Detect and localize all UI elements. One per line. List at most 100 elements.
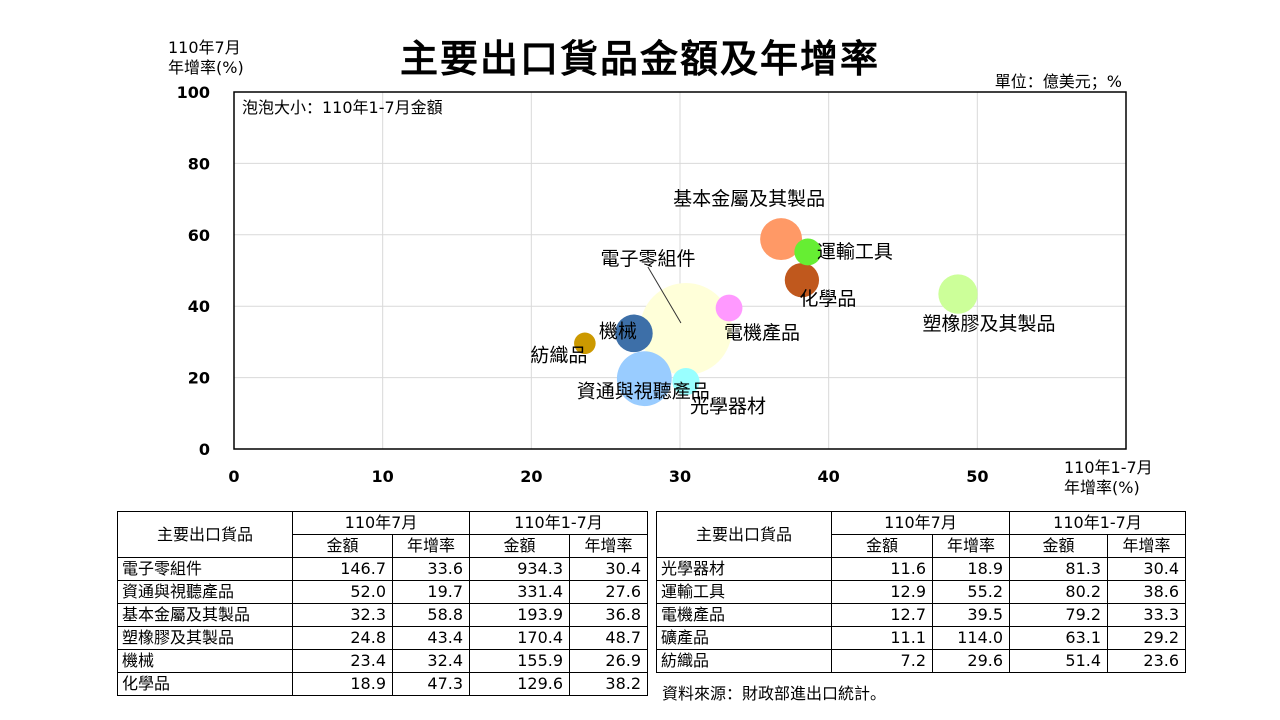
header-period-ytd: 110年1-7月 — [1009, 511, 1187, 535]
cell-value: 33.3 — [1107, 603, 1187, 627]
cell-item-name: 電機產品 — [656, 603, 832, 627]
cell-value: 36.8 — [569, 603, 649, 627]
bubble-label: 資通與視聽產品 — [577, 381, 710, 403]
table-row: 光學器材 11.6 18.9 81.3 30.4 — [656, 557, 1187, 581]
y-tick-label: 100 — [177, 83, 210, 102]
cell-value: 7.2 — [831, 649, 933, 673]
header-period-month: 110年7月 — [830, 511, 1011, 535]
source-note: 資料來源：財政部進出口統計。 — [662, 684, 887, 703]
bubble-label: 化學品 — [799, 288, 856, 310]
cell-value: 51.4 — [1009, 649, 1109, 673]
cell-value: 30.4 — [569, 557, 649, 581]
cell-value: 29.2 — [1107, 626, 1187, 650]
table-row: 電機產品 12.7 39.5 79.2 33.3 — [656, 603, 1187, 627]
cell-value: 38.6 — [1107, 580, 1187, 604]
cell-value: 19.7 — [391, 580, 471, 604]
bubble-label: 紡織品 — [530, 344, 587, 366]
bubble-label: 基本金屬及其製品 — [673, 188, 825, 210]
header-period-month: 110年7月 — [291, 511, 471, 535]
table-row: 塑橡膠及其製品 24.8 43.4 170.4 48.7 — [117, 626, 649, 650]
cell-value: 29.6 — [931, 649, 1011, 673]
cell-item-name: 資通與視聽產品 — [117, 580, 293, 604]
table-row: 礦產品 11.1 114.0 63.1 29.2 — [656, 626, 1187, 650]
bubble-label: 電子零組件 — [600, 248, 695, 270]
cell-item-name: 紡織品 — [656, 649, 832, 673]
y-tick-label: 60 — [188, 226, 210, 245]
bubble — [616, 351, 672, 407]
cell-value: 27.6 — [569, 580, 649, 604]
table-row: 化學品 18.9 47.3 129.6 38.2 — [117, 672, 649, 696]
cell-value: 30.4 — [1107, 557, 1187, 581]
header-item: 主要出口貨品 — [656, 511, 832, 558]
bubble — [574, 332, 596, 355]
cell-value: 38.2 — [569, 672, 649, 696]
chart-title: 主要出口貨品金額及年增率 — [399, 37, 880, 81]
cell-value: 32.3 — [292, 603, 393, 627]
cell-value: 52.0 — [292, 580, 393, 604]
cell-value: 24.8 — [292, 626, 393, 650]
x-tick-label: 40 — [818, 467, 840, 486]
header-amount: 金額 — [1009, 534, 1109, 558]
x-axis-label-line1: 110年1-7月 — [1064, 458, 1153, 477]
bubble — [615, 314, 653, 353]
y-tick-label: 80 — [188, 154, 210, 173]
table-row: 基本金屬及其製品 32.3 58.8 193.9 36.8 — [117, 603, 649, 627]
y-tick-label: 0 — [199, 440, 210, 459]
y-tick-label: 20 — [188, 369, 210, 388]
cell-value: 934.3 — [469, 557, 571, 581]
y-axis-label: 110年7月 年增率(%) — [168, 38, 244, 78]
cell-value: 11.6 — [831, 557, 933, 581]
plot-area-frame — [233, 91, 1127, 450]
cell-value: 43.4 — [391, 626, 471, 650]
y-axis-label-line1: 110年7月 — [168, 38, 241, 57]
x-axis-label-line2: 年增率(%) — [1064, 478, 1140, 497]
bubble-label: 電機產品 — [724, 322, 800, 344]
table-row: 運輸工具 12.9 55.2 80.2 38.6 — [656, 580, 1187, 604]
y-axis-label-line2: 年增率(%) — [168, 58, 244, 77]
cell-value: 47.3 — [391, 672, 471, 696]
cell-value: 114.0 — [931, 626, 1011, 650]
x-tick-label: 30 — [669, 467, 691, 486]
cell-value: 48.7 — [569, 626, 649, 650]
cell-value: 79.2 — [1009, 603, 1109, 627]
cell-value: 12.7 — [831, 603, 933, 627]
export-table-left: 主要出口貨品 110年7月 110年1-7月 金額 年增率 金額 年增率 電子零… — [117, 511, 649, 696]
cell-item-name: 機械 — [117, 649, 293, 673]
cell-item-name: 運輸工具 — [656, 580, 832, 604]
cell-value: 18.9 — [931, 557, 1011, 581]
cell-value: 23.6 — [1107, 649, 1187, 673]
header-growth: 年增率 — [391, 534, 471, 558]
header-amount: 金額 — [292, 534, 393, 558]
bubble — [639, 283, 732, 376]
bubble-label: 機械 — [599, 320, 637, 342]
cell-item-name: 光學器材 — [656, 557, 832, 581]
bubble-layer — [574, 218, 978, 407]
x-tick-label: 50 — [966, 467, 988, 486]
cell-value: 146.7 — [292, 557, 393, 581]
bubble — [715, 294, 743, 322]
header-period-ytd: 110年1-7月 — [469, 511, 649, 535]
header-amount: 金額 — [469, 534, 571, 558]
header-growth: 年增率 — [1107, 534, 1187, 558]
x-tick-label: 20 — [520, 467, 542, 486]
bubble — [938, 274, 978, 314]
bubble — [672, 367, 700, 396]
cell-value: 39.5 — [931, 603, 1011, 627]
cell-value: 55.2 — [931, 580, 1011, 604]
bubble-label: 塑橡膠及其製品 — [922, 313, 1055, 335]
header-growth: 年增率 — [931, 534, 1011, 558]
x-tick-label: 10 — [372, 467, 394, 486]
cell-item-name: 礦產品 — [656, 626, 832, 650]
cell-value: 26.9 — [569, 649, 649, 673]
cell-value: 81.3 — [1009, 557, 1109, 581]
cell-value: 80.2 — [1009, 580, 1109, 604]
cell-value: 11.1 — [831, 626, 933, 650]
header-item: 主要出口貨品 — [117, 511, 293, 558]
table-row: 紡織品 7.2 29.6 51.4 23.6 — [656, 649, 1187, 673]
tick-labels: 0 10 20 30 40 50 0 20 40 60 80 100 — [177, 83, 989, 486]
cell-value: 18.9 — [292, 672, 393, 696]
cell-value: 129.6 — [469, 672, 571, 696]
x-tick-label: 0 — [228, 467, 239, 486]
bubble — [760, 218, 803, 261]
